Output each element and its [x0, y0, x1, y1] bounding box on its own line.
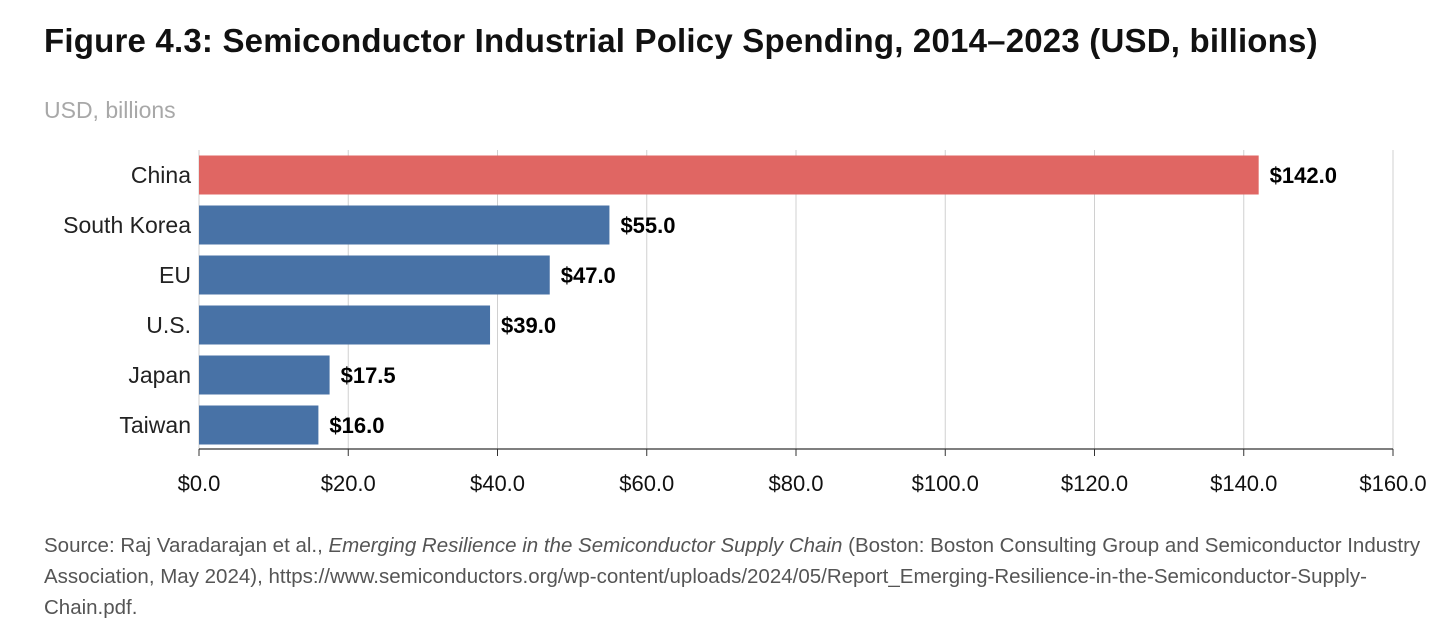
- chart-subtitle: USD, billions: [44, 97, 176, 123]
- data-label: $142.0: [1270, 163, 1337, 188]
- x-tick-label: $60.0: [619, 471, 674, 496]
- x-tick-label: $20.0: [321, 471, 376, 496]
- x-tick-label: $40.0: [470, 471, 525, 496]
- category-label: China: [131, 162, 191, 188]
- category-labels: China South Korea EU U.S. Japan Taiwan: [63, 162, 191, 438]
- x-tick-label: $100.0: [912, 471, 979, 496]
- bar-south-korea: [199, 205, 610, 245]
- category-label: EU: [159, 262, 191, 288]
- bar-china: [199, 155, 1259, 195]
- x-axis: $0.0 $20.0 $40.0 $60.0 $80.0 $100.0 $120.0 $140…: [178, 448, 1427, 496]
- data-labels: $142.0 $55.0$47.0$39.0 $17.5 $16.0: [329, 163, 1337, 438]
- category-label: South Korea: [63, 212, 191, 238]
- bar-eu: [199, 255, 550, 295]
- source-prefix: Source: Raj Varadarajan et al.,: [44, 534, 329, 557]
- chart-title: Figure 4.3: Semiconductor Industrial Pol…: [44, 22, 1318, 59]
- category-label: Japan: [128, 362, 191, 388]
- x-tick-label: $120.0: [1061, 471, 1128, 496]
- bar-chart: $0.0 $20.0 $40.0 $60.0 $80.0 $100.0 $120.0 $140…: [63, 150, 1427, 496]
- x-tick-label: $80.0: [768, 471, 823, 496]
- gridlines: [198, 150, 1394, 449]
- bars: [199, 155, 1259, 445]
- data-label: $17.5: [341, 363, 396, 388]
- category-label: U.S.: [146, 312, 191, 338]
- data-label: $16.0: [329, 413, 384, 438]
- source-note: Source: Raj Varadarajan et al., Emerging…: [44, 530, 1434, 623]
- category-label: Taiwan: [119, 412, 191, 438]
- x-tick-label: $160.0: [1359, 471, 1426, 496]
- source-details: (Boston: Boston Consulting Group and Sem…: [44, 534, 1421, 619]
- bar-japan: [199, 355, 330, 395]
- bar-taiwan: [199, 405, 319, 445]
- source-report-title: Emerging Resilience in the Semiconductor…: [328, 534, 843, 557]
- data-label: $55.0: [620, 213, 675, 238]
- data-label: $39.0: [501, 313, 556, 338]
- bar-u-s: [199, 305, 491, 345]
- data-label: $47.0: [561, 263, 616, 288]
- x-tick-label: $0.0: [178, 471, 221, 496]
- x-tick-label: $140.0: [1210, 471, 1277, 496]
